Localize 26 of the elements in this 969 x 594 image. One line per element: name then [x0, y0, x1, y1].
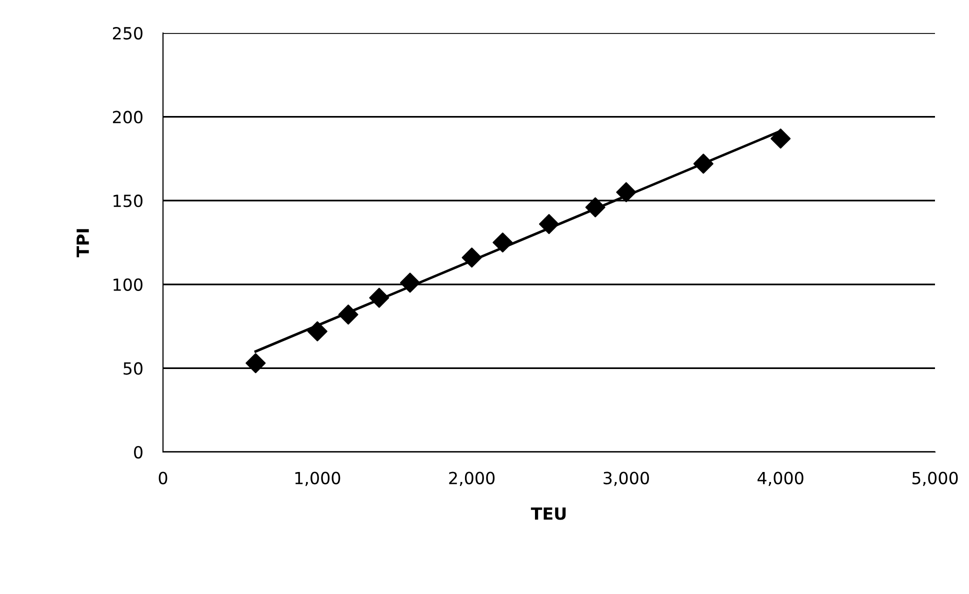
y-tick-label: 100	[114, 278, 142, 291]
point	[462, 248, 482, 268]
y-tick-label: 200	[112, 110, 142, 124]
x-tick-label: 4,000	[758, 472, 804, 486]
y-tick-label: 150	[114, 194, 142, 208]
x-tick-label: 0	[158, 472, 168, 484]
point	[492, 232, 513, 253]
y-axis-title: TPI	[76, 229, 89, 258]
point	[307, 321, 328, 342]
point	[770, 128, 791, 149]
point	[616, 182, 636, 202]
x-axis-title: TEU	[530, 508, 566, 520]
point	[538, 214, 560, 234]
x-tick-label: 3,000	[604, 472, 649, 486]
y-tick-label: 0	[134, 446, 142, 459]
x-tick-label: 1,000	[295, 472, 340, 486]
x-tick-label: 2,000	[449, 472, 495, 486]
point	[338, 304, 358, 325]
y-tick-label: 50	[124, 362, 142, 375]
y-tick-label: 250	[112, 26, 142, 40]
point	[246, 353, 266, 374]
point	[400, 272, 420, 293]
point	[585, 197, 606, 218]
point	[693, 154, 714, 174]
point	[369, 288, 390, 308]
x-tick-label: 5,000	[912, 472, 958, 486]
